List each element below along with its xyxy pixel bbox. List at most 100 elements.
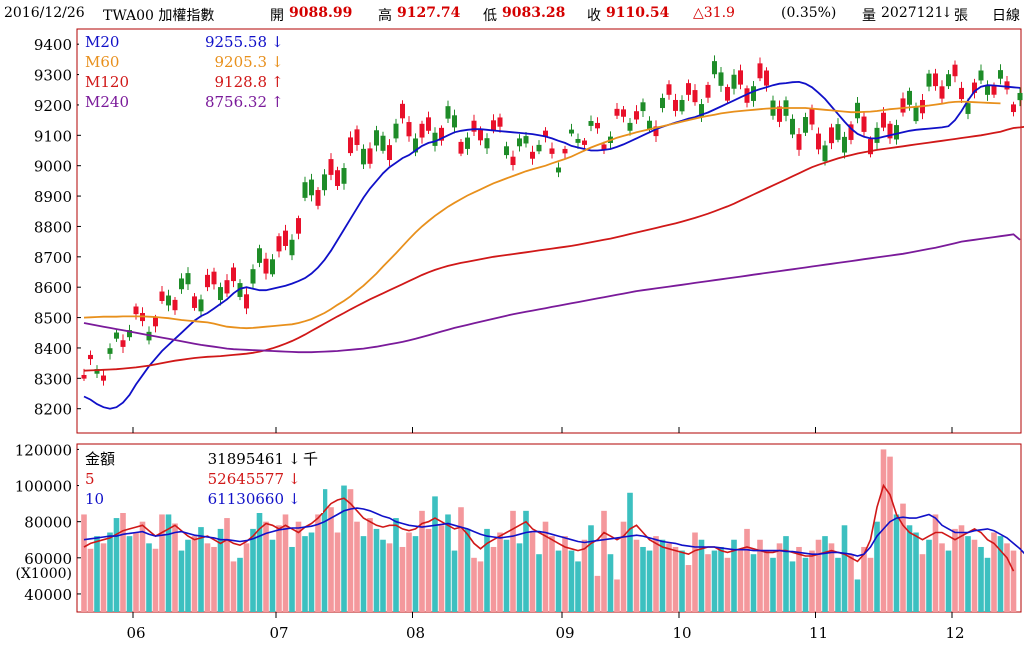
volume-bar: [529, 532, 536, 612]
volume-bar: [887, 456, 893, 612]
candle-body: [114, 332, 119, 339]
volume-bar: [783, 536, 789, 612]
y-tick-label: 8700: [34, 249, 72, 267]
volume-bar: [874, 521, 880, 612]
volume-bar: [289, 546, 295, 612]
y-tick-label: 9200: [34, 97, 72, 115]
volume-label: 量: [862, 8, 876, 24]
legend-m60-name: M60: [85, 53, 119, 71]
volume-bar: [269, 539, 276, 612]
legend-m20-name: M20: [85, 33, 119, 51]
candle-body: [328, 159, 334, 175]
volume-bar: [555, 550, 562, 612]
candle-body: [315, 190, 321, 206]
volume-bar: [386, 543, 393, 612]
candle-body: [94, 369, 100, 374]
candle-body: [666, 84, 672, 95]
legend-m120-value: 9128.8: [215, 73, 268, 91]
vol-legend-value: 52645577: [208, 470, 284, 488]
volume-bar: [653, 536, 659, 612]
candle-body: [861, 116, 867, 132]
volume-bar: [464, 528, 471, 612]
volume-bar: [750, 554, 757, 612]
volume-bar: [516, 543, 523, 612]
candle-body: [959, 87, 964, 100]
x-tick-label: 12: [945, 624, 964, 642]
volume-bar: [796, 546, 802, 612]
x-axis: 06 07 08 09 10 11 12: [126, 612, 965, 642]
volume-bar: [542, 521, 549, 612]
volume-bar: [900, 503, 906, 612]
high-label: 高: [378, 8, 392, 24]
y-tick-label: 8400: [34, 340, 72, 358]
candle-body: [419, 123, 425, 138]
candle-body: [744, 88, 750, 103]
candle-body: [270, 259, 275, 275]
volume-bar: [159, 514, 165, 612]
line-m120: [83, 125, 1024, 372]
candle-body: [276, 236, 282, 252]
candle-body: [153, 317, 158, 327]
candle-body: [855, 102, 860, 119]
volume-bar: [321, 489, 328, 612]
candle-body: [933, 73, 938, 87]
volume-bar: [146, 543, 152, 612]
candle-body: [835, 124, 841, 140]
volume-bar: [295, 521, 302, 612]
candle-body: [991, 85, 997, 95]
legend-m240-value: 8756.32: [205, 93, 267, 111]
candle-body: [653, 126, 659, 137]
candle-body: [816, 133, 821, 150]
legend-m240-arrow: ↑: [271, 93, 284, 111]
volume-bar: [861, 546, 867, 612]
candle-body: [978, 70, 984, 81]
y-tick-label: 8300: [34, 370, 72, 388]
candle-body: [627, 122, 633, 131]
legend-m240-name: M240: [85, 93, 129, 111]
volume-bar: [679, 550, 685, 612]
candle-body: [549, 148, 555, 154]
vol-ylabel: (X1000): [15, 566, 72, 582]
volume-bars: [81, 449, 1017, 612]
volume-bar: [640, 546, 646, 612]
candle-body: [231, 267, 236, 282]
period-label: 日線: [992, 8, 1020, 24]
volume-legend: 金額 31895461 ↓ 千5 52645577 ↓10 61130660 ↓: [79, 445, 323, 513]
candle-body: [348, 137, 353, 154]
quote-date: 2016/12/26: [4, 5, 85, 21]
candle-body: [952, 64, 958, 77]
volume-bar: [789, 561, 796, 612]
volume-bar: [523, 510, 529, 612]
vol-y-tick-label: 100000: [15, 478, 72, 496]
volume-bar: [991, 532, 997, 612]
candle-body: [829, 127, 834, 144]
volume-bar: [575, 561, 581, 612]
candle-body: [874, 127, 880, 143]
volume-bar: [172, 523, 178, 612]
candle-body: [432, 132, 438, 146]
candle-body: [478, 129, 483, 141]
volume-bar: [601, 510, 607, 612]
candle-body: [497, 117, 503, 127]
candle-body: [244, 294, 249, 309]
volume-bar: [471, 557, 477, 612]
volume-bar: [997, 536, 1004, 612]
volume-bar: [211, 546, 217, 612]
volume-bar: [737, 550, 744, 612]
candle-body: [133, 306, 139, 315]
candle-body: [185, 273, 191, 285]
candle-body: [523, 136, 529, 144]
candle-body: [790, 118, 795, 135]
volume-bar: [497, 532, 503, 612]
volume-bar: [770, 557, 776, 612]
vol-line-10: [83, 507, 1024, 557]
candle-body: [725, 86, 730, 101]
candle-body: [406, 122, 412, 137]
candle-body: [465, 137, 470, 149]
candle-body: [491, 120, 496, 131]
volume-bar: [393, 518, 399, 612]
x-tick-label: 09: [555, 624, 574, 642]
volume-bar: [224, 518, 230, 612]
price-legend-box: [79, 30, 287, 118]
